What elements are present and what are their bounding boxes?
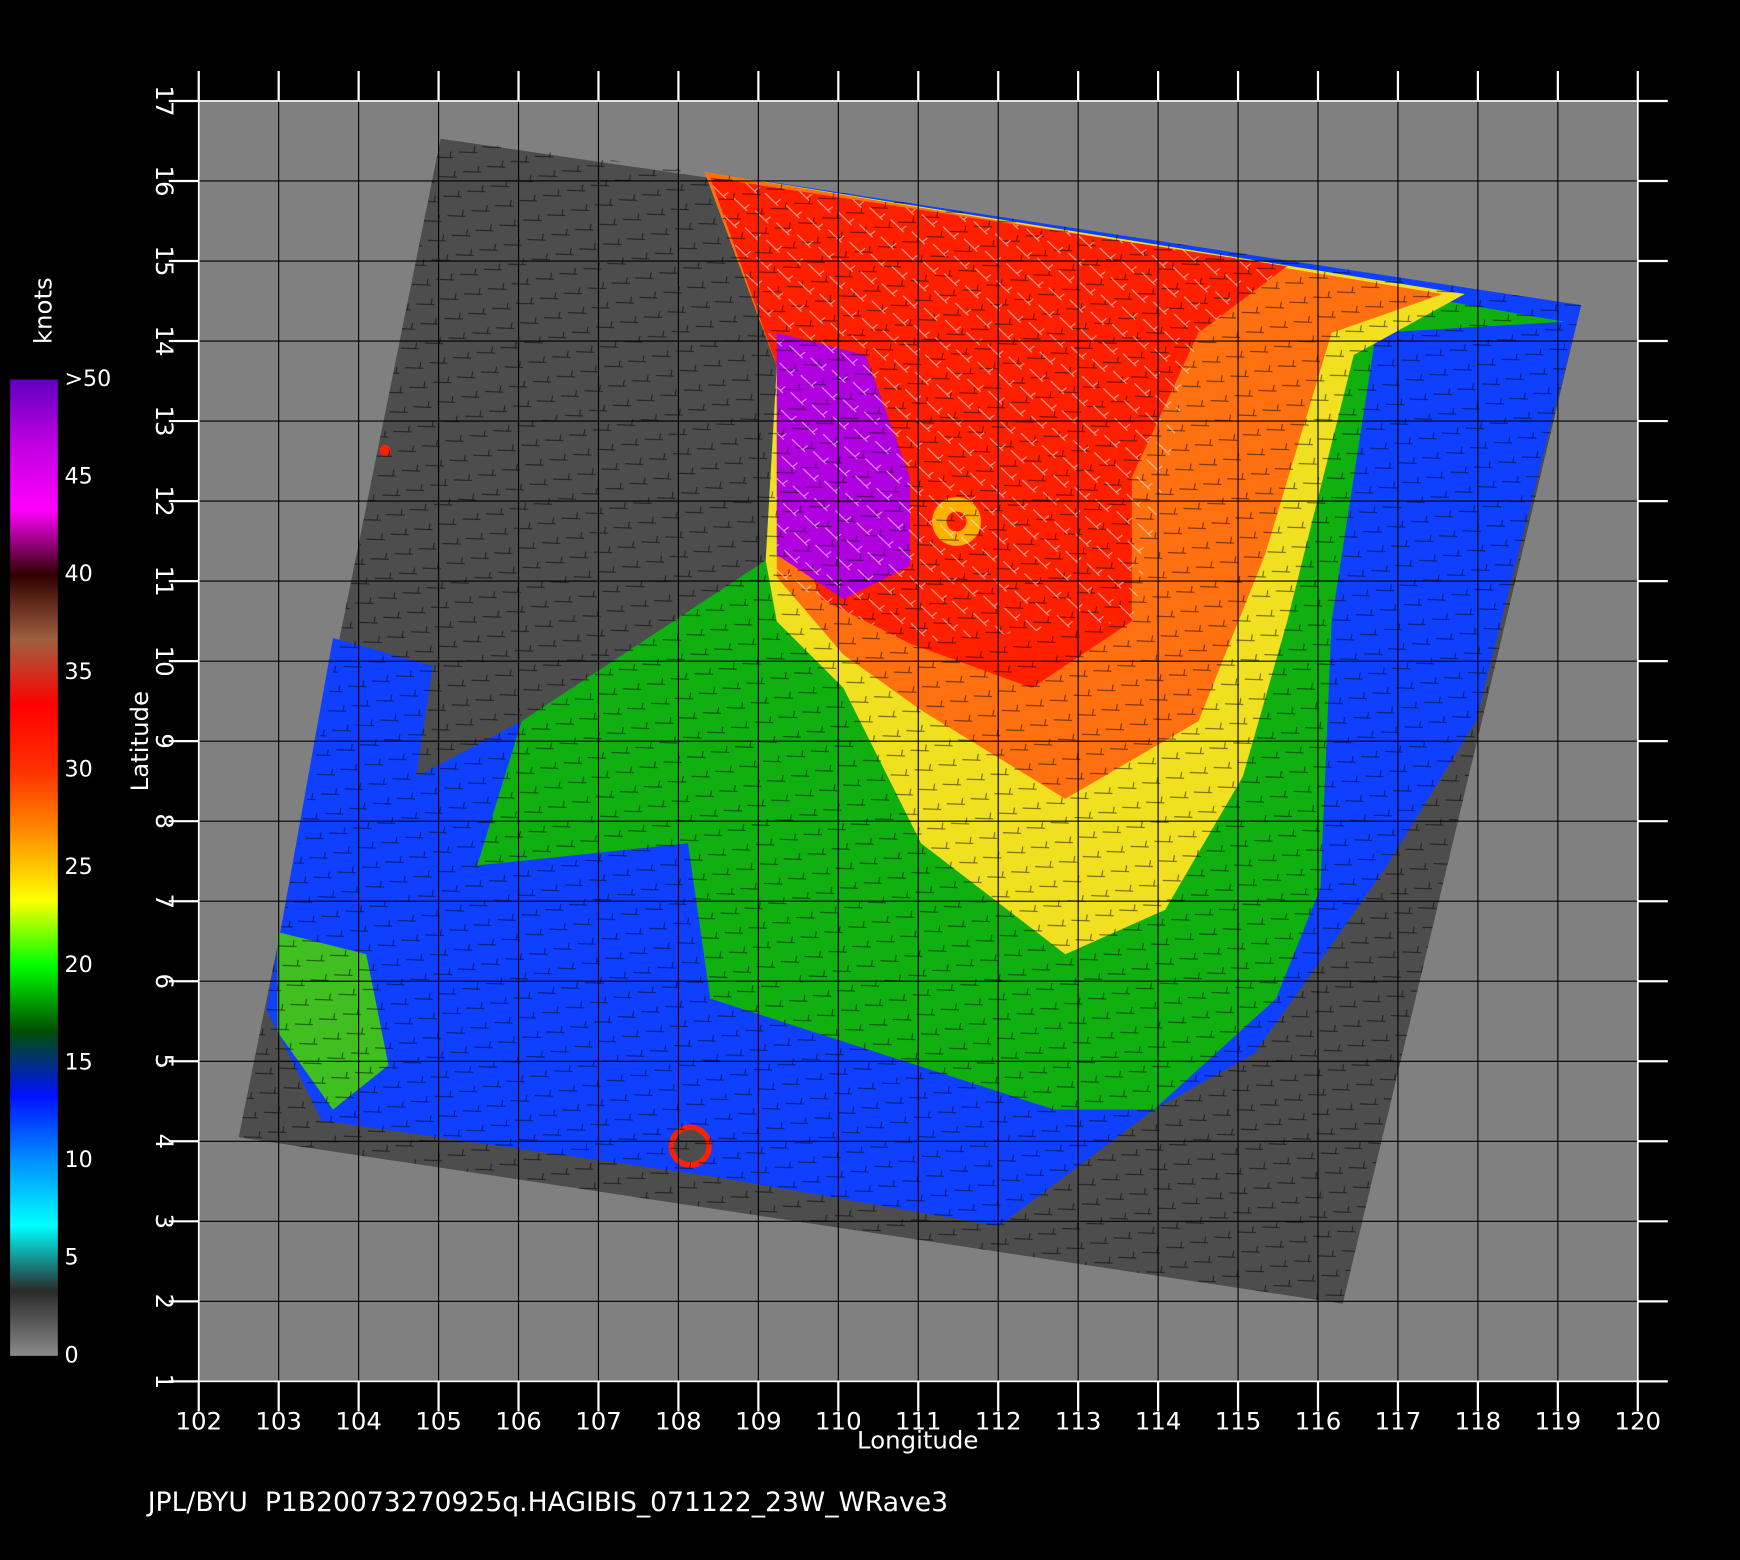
x-tick-label: 108 <box>655 1406 702 1435</box>
x-tick-label: 111 <box>895 1406 942 1435</box>
x-tick-label: 118 <box>1455 1406 1502 1435</box>
y-tick-label: 10 <box>150 646 179 677</box>
y-tick-label: 3 <box>150 1214 179 1230</box>
x-tick-label: 107 <box>575 1406 622 1435</box>
y-tick-label: 16 <box>150 165 179 196</box>
y-tick-label: 9 <box>150 733 179 749</box>
colorbar-tick-label: 0 <box>64 1342 78 1368</box>
x-tick-label: 120 <box>1615 1406 1662 1435</box>
x-tick-label: 102 <box>175 1406 222 1435</box>
colorbar-tick-label: 10 <box>64 1147 92 1173</box>
x-tick-label: 119 <box>1535 1406 1582 1435</box>
x-tick-label: 105 <box>415 1406 462 1435</box>
colorbar-tick-label: 40 <box>64 561 92 587</box>
x-axis-label: Longitude <box>857 1425 978 1454</box>
y-tick-label: 5 <box>150 1054 179 1070</box>
colorbar-tick-label: 35 <box>64 659 92 685</box>
colorbar-tick-label: 15 <box>64 1049 92 1075</box>
y-tick-label: 13 <box>150 406 179 437</box>
y-tick-label: 2 <box>150 1294 179 1310</box>
x-tick-label: 106 <box>495 1406 542 1435</box>
x-tick-label: 104 <box>335 1406 382 1435</box>
x-tick-label: 116 <box>1295 1406 1342 1435</box>
axes: 102 103 104 105 106 107 108 109 110 111 112 113 114 1… <box>64 71 1668 1435</box>
colorbar-tick-label: 25 <box>64 854 92 880</box>
x-tick-label: 113 <box>1055 1406 1102 1435</box>
y-tick-label: 8 <box>150 813 179 829</box>
y-tick-label: 7 <box>150 893 179 909</box>
x-tick-label: 114 <box>1135 1406 1182 1435</box>
y-tick-label: 15 <box>150 245 179 276</box>
colorbar-label: knots <box>29 277 58 344</box>
wind-field <box>238 138 1582 1304</box>
y-tick-label: 4 <box>150 1134 179 1150</box>
y-tick-label: 11 <box>150 566 179 597</box>
y-tick-label: 12 <box>150 486 179 517</box>
x-tick-label: 112 <box>975 1406 1022 1435</box>
wind-barbs <box>238 138 1582 1304</box>
footer: JPL/BYU P1B20073270925q.HAGIBIS_071122_2… <box>146 1487 948 1518</box>
plot-frame <box>197 100 1639 1383</box>
x-tick-label: 115 <box>1215 1406 1262 1435</box>
x-tick-label: 109 <box>735 1406 782 1435</box>
colorbar-tick-label: 30 <box>64 757 92 783</box>
x-tick-label: 110 <box>815 1406 862 1435</box>
y-tick-label: 14 <box>150 326 179 357</box>
y-axis-label: Latitude <box>125 691 154 791</box>
colorbar <box>10 379 58 1356</box>
colorbar-tick-label: 20 <box>64 952 92 978</box>
colorbar-tick-label: >50 <box>64 366 111 392</box>
y-tick-label: 17 <box>150 85 179 116</box>
colorbar-tick-label: 5 <box>64 1245 78 1271</box>
y-tick-label: 6 <box>150 973 179 989</box>
x-tick-label: 103 <box>255 1406 302 1435</box>
y-tick-label: 1 <box>150 1374 179 1390</box>
colorbar-tick-label: 45 <box>64 464 92 490</box>
x-tick-label: 117 <box>1375 1406 1422 1435</box>
